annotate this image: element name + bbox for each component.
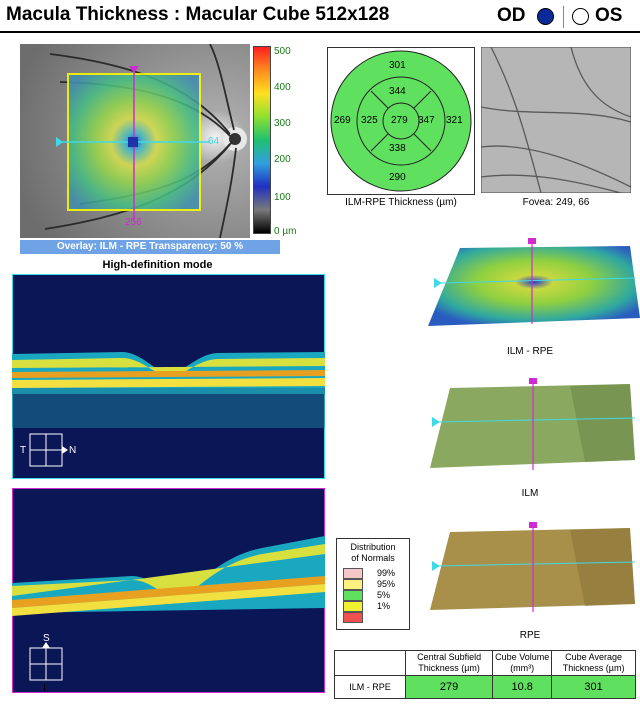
scan-marker-bottom-label: 256 (125, 217, 142, 228)
os-label: OS (595, 5, 623, 26)
etdrs-top-inner: 344 (389, 86, 406, 97)
summary-header: Cube Average Thickness (µm) (551, 650, 636, 676)
normals-label-5: 5% (377, 590, 391, 600)
normals-label-95: 95% (377, 579, 396, 589)
os-unselected-icon[interactable] (572, 8, 589, 25)
normals-label-99: 99% (377, 568, 396, 578)
normals-swatch-95 (343, 579, 363, 590)
surface-scan-arrow-icon[interactable] (432, 417, 440, 427)
compass-n-label: N (69, 445, 77, 456)
surface-ilm-rpe[interactable] (420, 238, 640, 338)
od-label: OD (497, 5, 526, 26)
summary-table: Central Subfield Thickness (µm) Cube Vol… (334, 650, 636, 699)
summary-header: Central Subfield Thickness (µm) (404, 650, 494, 676)
compass-t-label: T (20, 445, 27, 456)
colorbar-tick: 300 (274, 118, 291, 129)
cube-volume: 10.8 (492, 675, 553, 699)
horizontal-scan-marker-icon[interactable] (56, 137, 63, 147)
surface-scan-marker-icon[interactable] (528, 238, 536, 244)
colorbar-tick: 400 (274, 82, 291, 93)
normals-legend: Distribution of Normals 99% 95% 5% 1% (336, 538, 410, 630)
etdrs-left-inner: 325 (361, 115, 378, 126)
fovea-caption: Fovea: 249, 66 (522, 197, 590, 208)
compass-i-label: I (43, 683, 46, 694)
etdrs-left-outer: 269 (334, 115, 351, 126)
etdrs-top-outer: 301 (389, 60, 406, 71)
thickness-colorbar (253, 46, 271, 234)
normals-swatch-5 (343, 590, 363, 601)
overlay-status-bar[interactable]: Overlay: ILM - RPE Transparency: 50 % (20, 240, 280, 254)
surface-caption: RPE (519, 630, 541, 641)
summary-row-label: ILM - RPE (334, 675, 406, 699)
etdrs-right-outer: 321 (446, 115, 463, 126)
etdrs-right-inner: 347 (418, 115, 435, 126)
od-selected-icon[interactable] (537, 8, 554, 25)
orientation-compass-tn (29, 433, 68, 467)
surface-ilm[interactable] (420, 378, 640, 478)
vertical-scan-marker-icon[interactable] (129, 66, 139, 73)
etdrs-grid[interactable] (328, 48, 474, 194)
surface-caption: ILM - RPE (506, 346, 554, 357)
cube-average-thickness: 301 (551, 675, 636, 699)
colorbar-tick: 100 (274, 192, 291, 203)
normals-swatch-1 (343, 601, 363, 612)
surface-scan-marker-icon[interactable] (529, 522, 537, 528)
normals-title-line2: of Normals (351, 553, 395, 563)
fovea-image[interactable] (481, 47, 631, 193)
summary-header: Cube Volume (mm³) (492, 650, 553, 676)
etdrs-caption: ILM-RPE Thickness (µm) (345, 197, 457, 208)
compass-s-label: S (43, 633, 50, 644)
normals-swatch-99 (343, 568, 363, 579)
bscan-horizontal[interactable] (12, 274, 325, 479)
etdrs-panel: 301 344 269 325 279 347 321 338 290 (327, 47, 475, 195)
normals-title-line1: Distribution (350, 542, 396, 552)
central-subfield-thickness: 279 (404, 675, 494, 699)
surface-caption: ILM (521, 488, 539, 499)
summary-corner-cell (334, 650, 406, 676)
etdrs-bottom-inner: 338 (389, 143, 406, 154)
surface-scan-arrow-icon[interactable] (432, 561, 440, 571)
normals-label-1: 1% (377, 601, 391, 611)
bscan-vertical[interactable] (12, 488, 325, 693)
page-title: Macula Thickness : Macular Cube 512x128 (6, 4, 390, 25)
surface-rpe[interactable] (420, 520, 640, 620)
surface-scan-marker-icon[interactable] (529, 378, 537, 384)
orientation-compass-si (29, 642, 63, 681)
normals-swatch-red (343, 612, 363, 623)
mode-label: High-definition mode (102, 259, 213, 271)
colorbar-tick: 0 µm (274, 226, 297, 237)
colorbar-tick: 500 (274, 46, 291, 57)
etdrs-center: 279 (391, 115, 408, 126)
fundus-thickness-map[interactable] (20, 44, 250, 238)
header-divider (0, 31, 640, 33)
etdrs-bottom-outer: 290 (389, 172, 406, 183)
colorbar-tick: 200 (274, 154, 291, 165)
eye-separator (563, 6, 564, 28)
surface-scan-arrow-icon[interactable] (434, 278, 442, 288)
scan-marker-right-label: 64 (208, 136, 220, 147)
